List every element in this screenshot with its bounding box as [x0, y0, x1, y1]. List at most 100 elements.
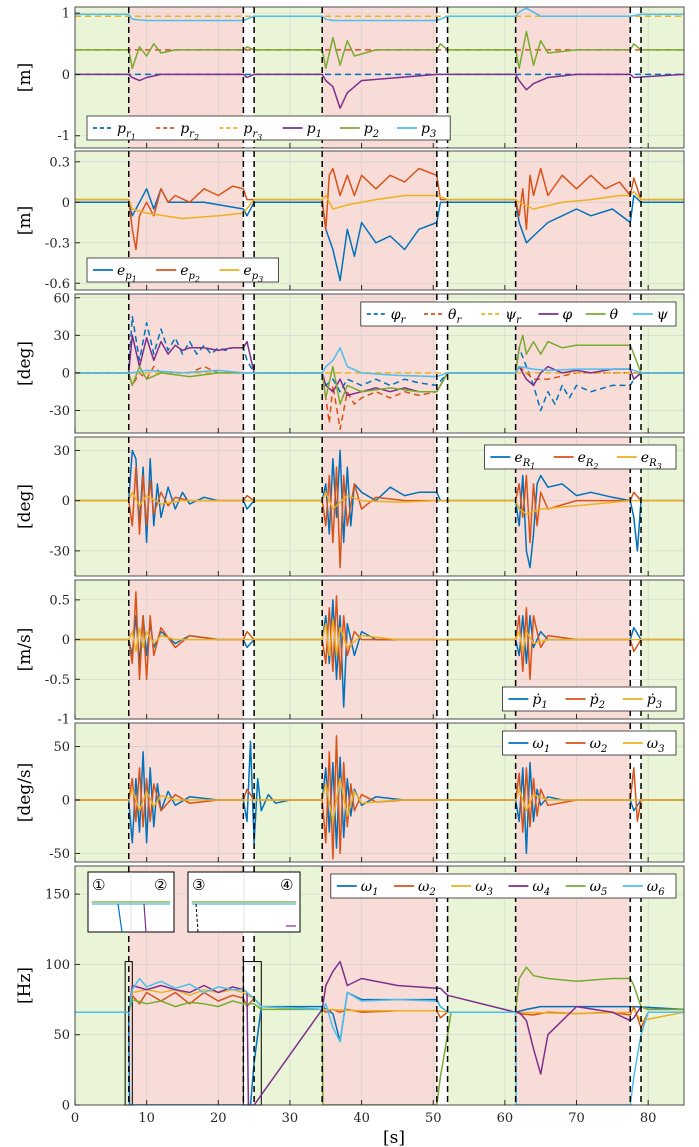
y-tick-label: 0	[62, 633, 70, 648]
y-axis-label: [deg/s]	[15, 763, 35, 823]
y-axis-label: [deg]	[15, 484, 35, 529]
y-tick-label: 1	[62, 7, 70, 22]
y-tick-label: 100	[45, 958, 70, 973]
inset-label-left: ③	[192, 876, 205, 894]
y-axis-label: [m]	[15, 63, 35, 92]
phase-bg-green	[447, 866, 516, 1105]
x-tick-label: 70	[568, 1111, 585, 1126]
phase-bg-red	[515, 151, 631, 290]
inset-trace	[117, 903, 123, 933]
y-axis-label: [m/s]	[15, 628, 35, 672]
legend-label-omega_1: ω1	[361, 879, 379, 898]
legend-label-p_{r3}: pr3	[243, 121, 262, 142]
legend-label-e_{p2}: ep2	[180, 263, 200, 284]
y-tick-label: -0.6	[45, 277, 70, 292]
legend: pr1 pr2 pr3 p1 p2 p3	[86, 115, 451, 142]
panel-1: -1 0 1 [m] pr1 pr2 pr3 p1 p2 p3	[15, 6, 685, 149]
series-e_{R3}	[75, 491, 684, 515]
series-omega_1	[75, 991, 684, 1105]
legend-label-e_{R3}: eR3	[641, 450, 662, 471]
y-axis-label: [deg]	[15, 341, 35, 386]
inset-trace	[143, 903, 147, 933]
y-tick-label: 30	[53, 444, 70, 459]
series-omega_5	[75, 966, 684, 1105]
phase-bg-green	[75, 294, 129, 433]
legend-label-omega_5: ω5	[590, 879, 608, 898]
legend-label-e_{R1}: eR1	[514, 450, 535, 471]
series-psi	[75, 347, 684, 378]
series-e_{p2}	[75, 167, 684, 251]
phase-bg-red	[515, 7, 631, 148]
phase-bg-green	[254, 723, 323, 862]
y-tick-label: 0	[62, 366, 70, 381]
legend-label-omega_1: ω1	[532, 736, 550, 755]
legend: eR1 eR2 eR3	[483, 444, 677, 471]
legend-label-theta_r: θr	[448, 307, 462, 326]
legend-box	[360, 301, 677, 327]
axes-frame	[74, 436, 685, 577]
inset-label-right: ②	[154, 876, 167, 894]
series-e_{R2}	[75, 466, 684, 569]
x-tick-label: 10	[138, 1111, 155, 1126]
legend-label-pdot_3: ṗ3	[647, 692, 662, 711]
legend-label-p_3: p3	[421, 121, 436, 140]
series-group	[75, 960, 684, 1105]
legend-label-e_{p3}: ep3	[243, 263, 263, 284]
legend-label-p_{r1}: pr1	[117, 121, 136, 142]
series-omega_3	[75, 777, 684, 823]
axes-frame	[74, 150, 685, 291]
x-tick-label: 50	[425, 1111, 442, 1126]
y-tick-label: 30	[53, 329, 70, 344]
legend-label-psi_r: ψr	[505, 307, 522, 326]
legend-label-e_{R2}: eR2	[578, 450, 599, 471]
phase-bg-green	[254, 294, 323, 433]
legend-label-omega_2: ω2	[590, 736, 608, 755]
y-tick-label: -0.5	[45, 673, 70, 688]
series-group	[75, 7, 684, 109]
series-omega_3	[75, 988, 684, 1022]
x-tick-label: 0	[71, 1111, 79, 1126]
phase-bg-green	[447, 7, 516, 148]
y-tick-label: -0.3	[45, 236, 70, 251]
y-tick-label: 0	[62, 793, 70, 808]
x-tick-label: 30	[282, 1111, 299, 1126]
series-e_{p3}	[75, 190, 684, 220]
y-tick-label: 0	[62, 494, 70, 509]
y-tick-label: -30	[49, 544, 70, 559]
series-group	[75, 315, 684, 430]
legend-box	[330, 873, 677, 899]
axes-frame	[74, 722, 685, 863]
legend-label-p_{r2}: pr2	[180, 121, 199, 142]
series-pdot_3	[75, 618, 684, 657]
phase-bg-green	[447, 151, 516, 290]
y-tick-label: 0.5	[49, 593, 70, 608]
legend-label-omega_3: ω3	[647, 736, 665, 755]
series-omega_4	[75, 960, 684, 1105]
legend-label-psi: ψ	[657, 307, 669, 323]
y-tick-label: 0	[62, 196, 70, 211]
series-group	[75, 449, 684, 569]
legend-box	[483, 444, 677, 470]
legend-label-p_2: p2	[364, 121, 379, 140]
y-tick-label: 60	[53, 291, 70, 306]
legend-label-theta: θ	[610, 307, 619, 323]
legend-box	[86, 115, 451, 141]
series-p_2	[75, 30, 684, 70]
phase-bg-red	[322, 151, 437, 290]
legend-label-omega_6: ω6	[647, 879, 665, 898]
y-tick-label: 0	[62, 1099, 70, 1114]
legend-label-omega_3: ω3	[475, 879, 493, 898]
legend-label-pdot_1: ṗ1	[532, 692, 547, 711]
legend-label-omega_2: ω2	[418, 879, 436, 898]
legend-box	[86, 257, 280, 283]
series-omega_6	[75, 977, 684, 1105]
series-phi	[75, 334, 684, 397]
x-tick-label: 20	[210, 1111, 227, 1126]
inset-label-right: ④	[280, 876, 293, 894]
panel-2: -0.6 -0.3 0 0.3 [m] ep1 ep2 ep3	[15, 150, 685, 292]
legend-box	[501, 686, 677, 712]
series-pdot_2	[75, 591, 684, 681]
